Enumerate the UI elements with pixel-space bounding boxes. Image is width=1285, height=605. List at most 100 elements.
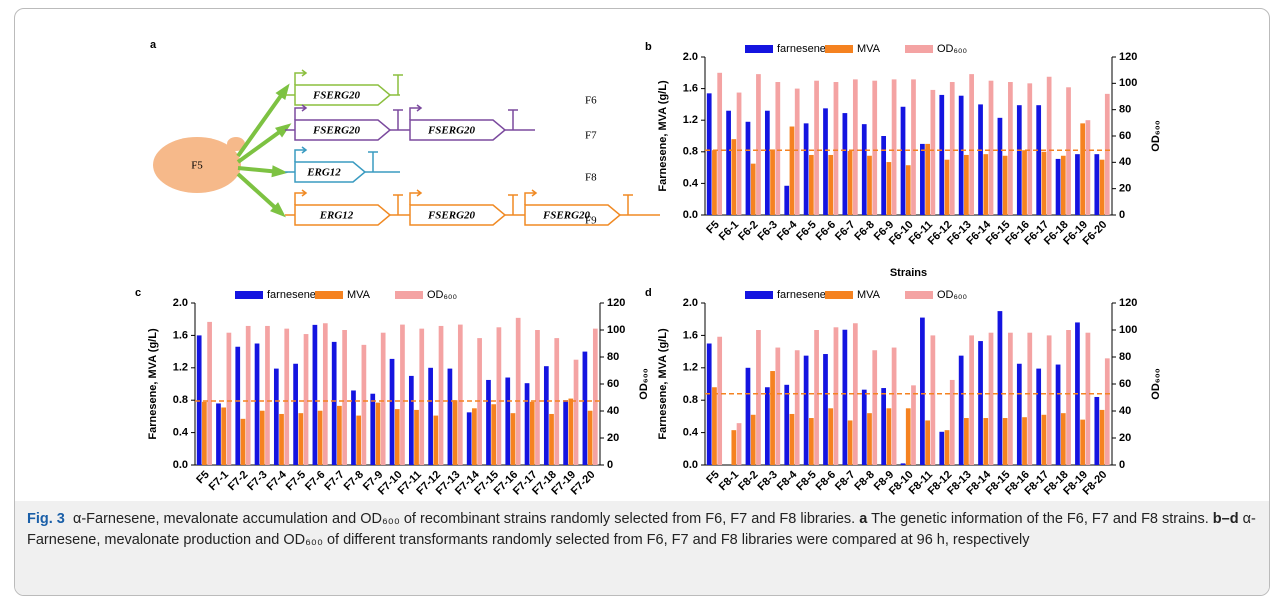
bar [911, 385, 916, 465]
legend-swatch [905, 291, 933, 299]
gene-label: FSERG20 [427, 210, 476, 222]
x-tick-label: F6-1 [717, 219, 741, 243]
bar [920, 143, 925, 215]
x-tick-label: F6-6 [814, 219, 838, 243]
y2-axis-label: OD₆₀₀ [638, 368, 650, 399]
bar [891, 347, 897, 465]
y2-tick-label: 40 [1119, 405, 1131, 417]
legend-label: OD₆₀₀ [937, 43, 967, 55]
bar [861, 124, 867, 215]
bar [1085, 120, 1091, 215]
bar [828, 154, 834, 215]
gene [294, 204, 392, 226]
arrow-head [271, 165, 288, 178]
x-tick-label: F7-3 [245, 469, 269, 493]
y2-tick-label: 20 [1119, 183, 1131, 195]
x-tick-label: F7-4 [264, 468, 289, 493]
bar [235, 346, 241, 465]
bar [1060, 413, 1066, 465]
bar [770, 149, 775, 215]
bar [808, 418, 814, 465]
bar [361, 344, 367, 465]
bar [1104, 93, 1110, 215]
caption-part-label: a [859, 511, 868, 527]
bar [969, 335, 974, 465]
bar [939, 431, 945, 465]
bar [944, 430, 950, 465]
y-tick-label: 0.8 [683, 146, 698, 158]
bar [1022, 150, 1027, 215]
bar [389, 358, 395, 465]
x-tick-label: F7-8 [342, 469, 366, 493]
bar [958, 355, 964, 465]
bar [221, 407, 227, 465]
x-tick-label: F7-7 [322, 469, 346, 493]
bar [886, 408, 892, 465]
row-label: F7 [585, 130, 597, 142]
x-axis-label: Strains [890, 267, 927, 279]
bar [1027, 83, 1033, 215]
bar [452, 400, 458, 465]
bar [265, 325, 270, 465]
bar [983, 418, 989, 465]
legend-label: MVA [857, 289, 881, 301]
bar [920, 317, 925, 465]
bar [808, 154, 814, 215]
bar [1036, 368, 1042, 465]
bar [736, 92, 742, 215]
bar [770, 371, 775, 465]
bar [842, 329, 848, 465]
caption: Fig. 3 α-Farnesene, mevalonate accumulat… [15, 501, 1269, 595]
bar [794, 88, 800, 215]
bar [1055, 158, 1061, 215]
bar [964, 154, 969, 215]
bar [259, 410, 265, 465]
bar [789, 413, 795, 465]
arrow [236, 88, 287, 158]
bar [756, 330, 761, 465]
bar [1046, 335, 1052, 465]
bar [202, 401, 207, 465]
legend-label: farnesene [777, 43, 826, 55]
gene [294, 161, 367, 183]
cell-bud [227, 137, 245, 151]
x-tick-label: F8-4 [775, 468, 800, 493]
y2-axis-label: OD₆₀₀ [1150, 368, 1162, 399]
gene-label: FSERG20 [312, 90, 361, 102]
legend-label: OD₆₀₀ [427, 289, 457, 301]
row-label: F6 [585, 95, 597, 107]
x-tick-label: F8-2 [736, 469, 760, 493]
bar [1002, 418, 1008, 465]
bar [852, 79, 858, 215]
bar [925, 420, 930, 465]
bar [745, 367, 751, 465]
bar [1104, 358, 1110, 465]
bar [833, 82, 839, 216]
bar [789, 126, 795, 215]
bar [1099, 409, 1105, 465]
bar [1016, 105, 1022, 215]
bar [775, 347, 781, 465]
y-tick-label: 1.6 [173, 329, 188, 341]
promoter [294, 69, 308, 85]
x-tick-label: F8-3 [756, 469, 780, 493]
caption-part-label: b–d [1212, 511, 1239, 527]
bar [587, 410, 593, 465]
bar [1046, 76, 1052, 215]
caption-part-text: The genetic information of the F6, F7 an… [871, 511, 1209, 527]
y-tick-label: 2.0 [683, 297, 698, 309]
bar [207, 321, 212, 465]
bar [1060, 155, 1066, 215]
bar [900, 106, 906, 215]
gene-label: ERG12 [319, 210, 354, 222]
source-label: F5 [191, 160, 203, 172]
y2-tick-label: 80 [1119, 104, 1131, 116]
terminator [508, 194, 518, 215]
bar [905, 165, 911, 215]
bar [997, 311, 1003, 465]
bar [847, 420, 853, 465]
y2-tick-label: 60 [607, 378, 619, 390]
bar [828, 408, 834, 465]
bar [284, 328, 290, 465]
bar [775, 82, 781, 216]
